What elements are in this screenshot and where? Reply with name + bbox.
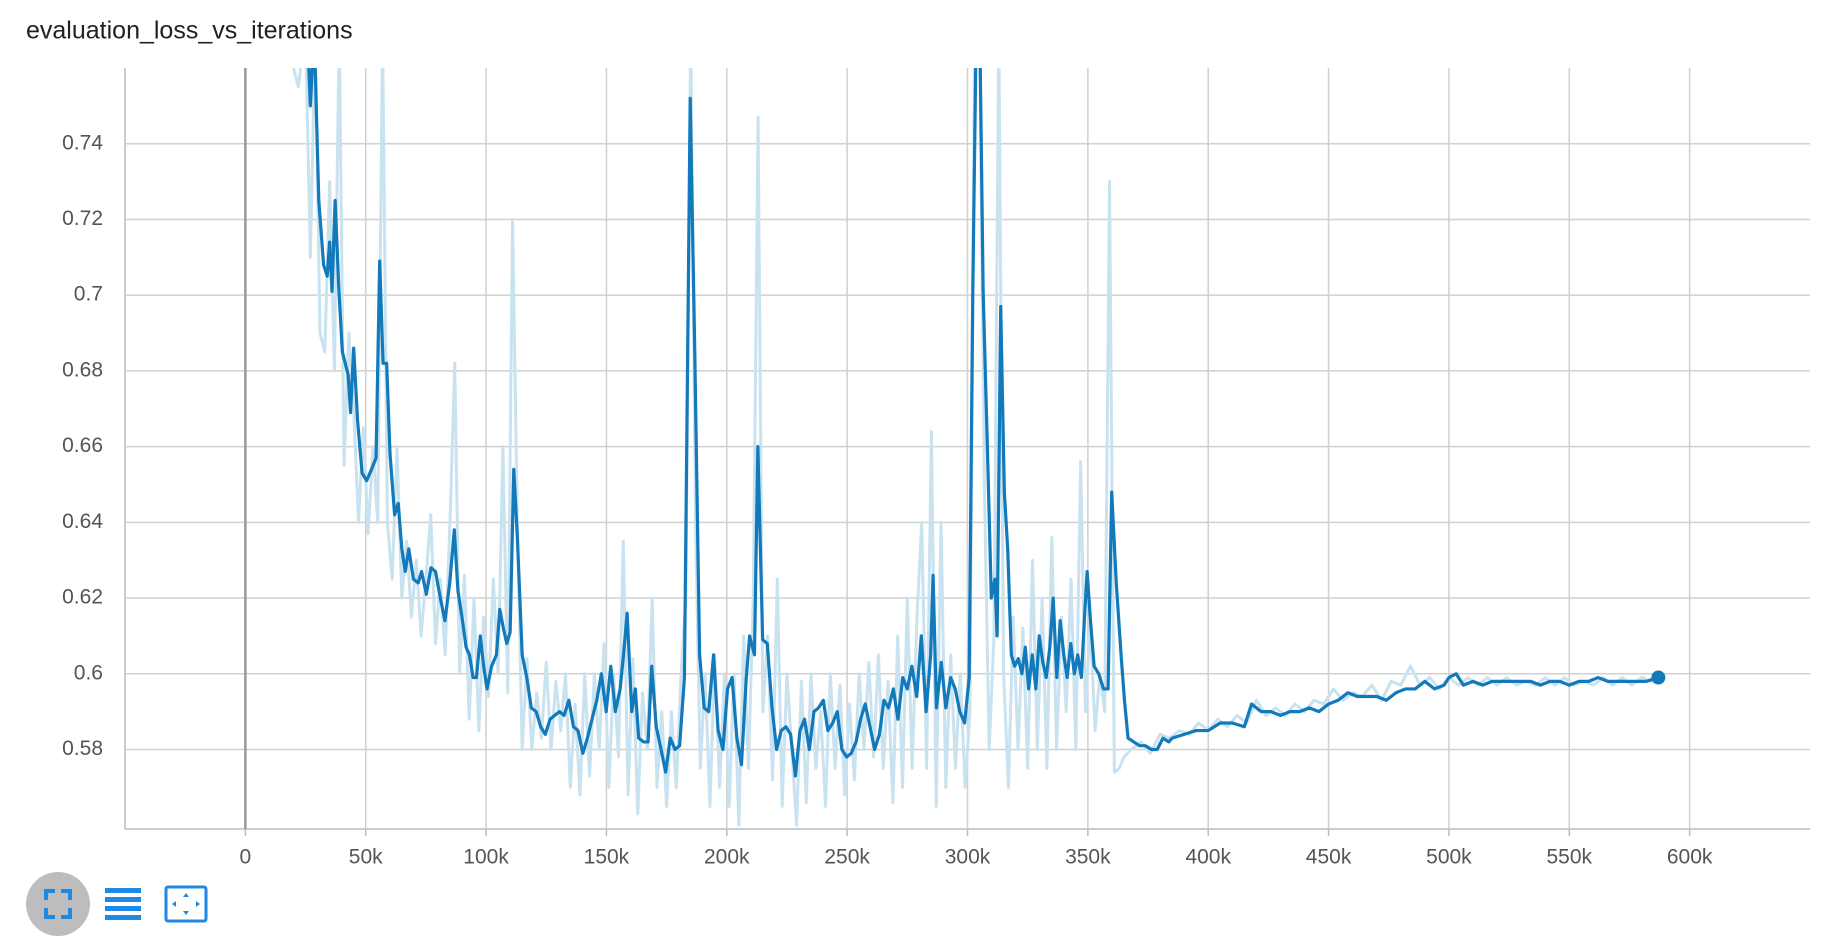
y-tick-label: 0.74 xyxy=(62,131,103,154)
y-tick-label: 0.72 xyxy=(62,207,103,230)
plot-area xyxy=(291,68,1666,827)
x-tick-label: 400k xyxy=(1185,846,1231,869)
y-tick-label: 0.64 xyxy=(62,510,103,533)
chart-title: evaluation_loss_vs_iterations xyxy=(26,17,353,45)
x-tick-label: 100k xyxy=(463,846,509,869)
x-tick-label: 50k xyxy=(349,846,383,869)
x-tick-label: 300k xyxy=(945,846,991,869)
x-tick-label: 500k xyxy=(1426,846,1472,869)
y-tick-label: 0.62 xyxy=(62,586,103,609)
x-tick-label: 550k xyxy=(1547,846,1593,869)
x-tick-label: 150k xyxy=(584,846,630,869)
y-tick-label: 0.7 xyxy=(74,283,103,306)
x-tick-label: 450k xyxy=(1306,846,1352,869)
y-tick-label: 0.58 xyxy=(62,737,103,760)
y-tick-label: 0.6 xyxy=(74,661,103,684)
x-tick-label: 0 xyxy=(240,846,252,869)
x-tick-label: 250k xyxy=(824,846,870,869)
y-tick-label: 0.68 xyxy=(62,358,103,381)
y-tick-label: 0.66 xyxy=(62,434,103,457)
last-point xyxy=(1651,670,1666,685)
x-tick-label: 600k xyxy=(1667,846,1713,869)
toggle-log-button[interactable] xyxy=(105,888,141,920)
series-line xyxy=(307,68,1659,778)
fit-domain-button[interactable] xyxy=(26,872,90,936)
series-line xyxy=(291,68,1660,827)
x-tick-label: 200k xyxy=(704,846,750,869)
expand-button[interactable] xyxy=(164,885,208,923)
x-tick-label: 350k xyxy=(1065,846,1111,869)
toolbar xyxy=(26,872,208,936)
